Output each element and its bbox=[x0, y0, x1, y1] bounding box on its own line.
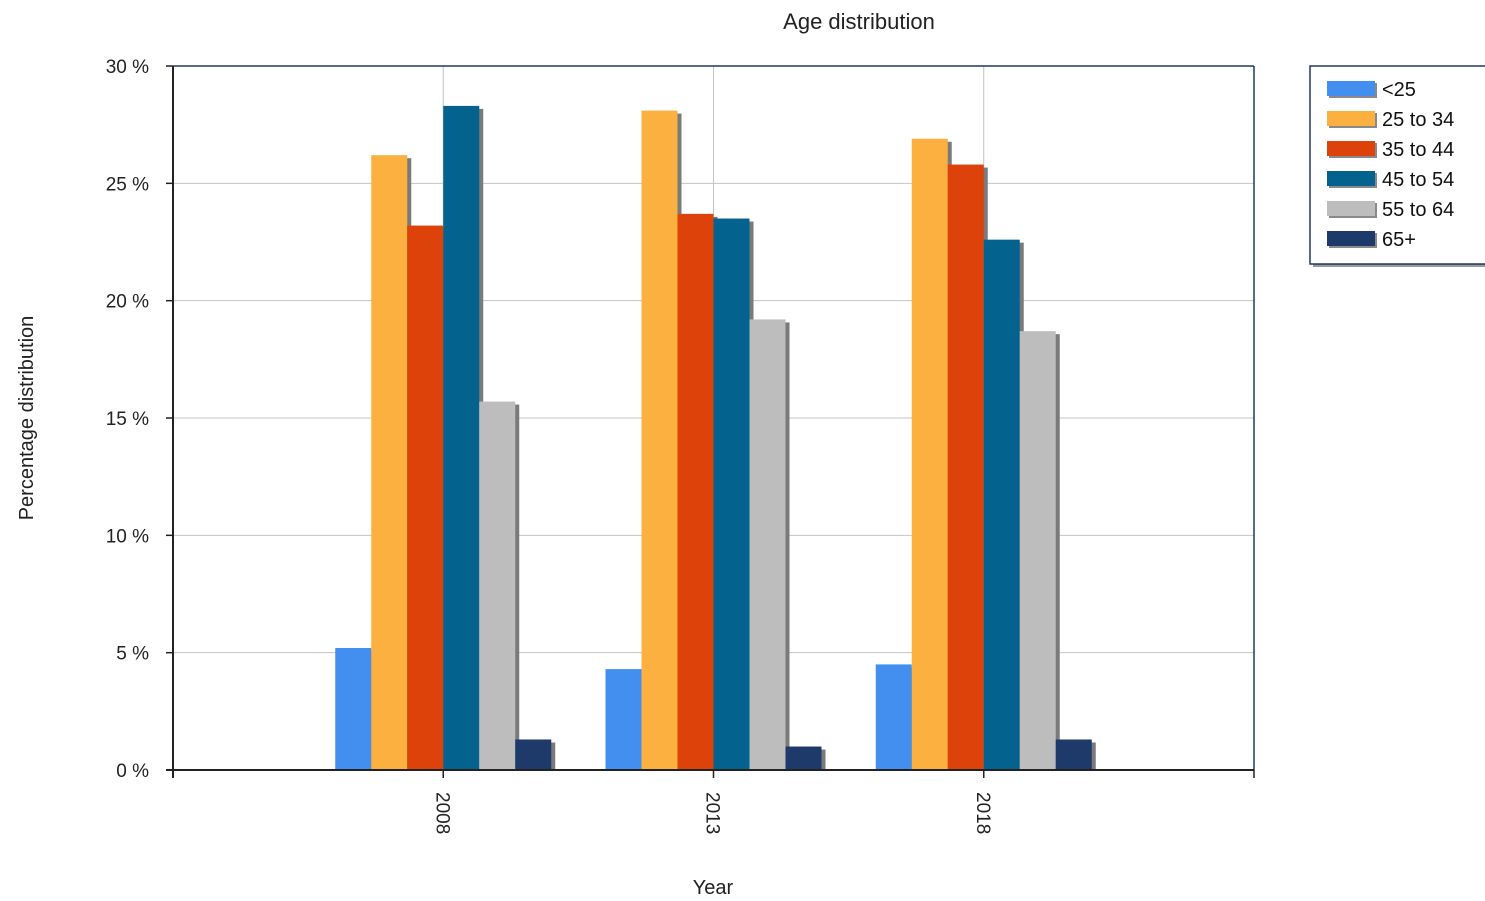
legend-label: 65+ bbox=[1382, 229, 1416, 251]
bar bbox=[749, 319, 786, 770]
bar bbox=[515, 739, 552, 770]
legend: <25 25 to 34 35 to 44 45 to 54 55 to 64 65+ bbox=[1309, 65, 1485, 267]
bar bbox=[875, 664, 912, 770]
bar bbox=[641, 110, 678, 770]
bars bbox=[335, 105, 1096, 771]
legend-swatch bbox=[1327, 171, 1375, 186]
axes: 0 % 5 % 10 % 15 % 20 % 25 % 30 % 2008 2013 2018 bbox=[106, 57, 1255, 834]
legend-label: <25 bbox=[1382, 79, 1416, 101]
y-axis-label: Percentage distribution bbox=[16, 316, 38, 521]
legend-label: 45 to 54 bbox=[1382, 169, 1454, 191]
bar bbox=[335, 647, 372, 770]
x-tick-label: 2008 bbox=[431, 792, 452, 834]
y-tick-label: 25 % bbox=[106, 174, 149, 195]
y-tick-label: 30 % bbox=[106, 57, 149, 78]
y-tick-label: 10 % bbox=[106, 526, 149, 547]
y-tick-label: 20 % bbox=[106, 292, 149, 313]
legend-label: 25 to 34 bbox=[1382, 109, 1454, 131]
chart-title: Age distribution bbox=[783, 9, 935, 34]
x-axis-label: Year bbox=[693, 877, 734, 899]
bar bbox=[785, 746, 822, 770]
bar bbox=[479, 401, 516, 770]
legend-label: 35 to 44 bbox=[1382, 139, 1454, 161]
bar bbox=[407, 225, 444, 770]
bar bbox=[911, 138, 948, 770]
bar bbox=[947, 164, 984, 770]
y-tick-label: 5 % bbox=[116, 644, 149, 665]
legend-swatch bbox=[1327, 111, 1375, 126]
y-tick-label: 0 % bbox=[116, 761, 149, 782]
bar bbox=[713, 218, 750, 771]
legend-swatch bbox=[1327, 201, 1375, 216]
legend-swatch bbox=[1327, 81, 1375, 96]
legend-swatch bbox=[1327, 141, 1375, 156]
bar bbox=[443, 105, 480, 771]
bar bbox=[371, 155, 408, 770]
bar bbox=[677, 213, 714, 771]
x-tick-label: 2018 bbox=[972, 792, 993, 834]
bar bbox=[983, 239, 1020, 771]
bar bbox=[605, 669, 642, 770]
y-tick-label: 15 % bbox=[106, 409, 149, 430]
bar bbox=[1019, 331, 1056, 770]
legend-swatch bbox=[1327, 231, 1375, 246]
legend-label: 55 to 64 bbox=[1382, 199, 1454, 221]
x-tick-label: 2013 bbox=[702, 792, 723, 834]
bar bbox=[1055, 739, 1092, 770]
